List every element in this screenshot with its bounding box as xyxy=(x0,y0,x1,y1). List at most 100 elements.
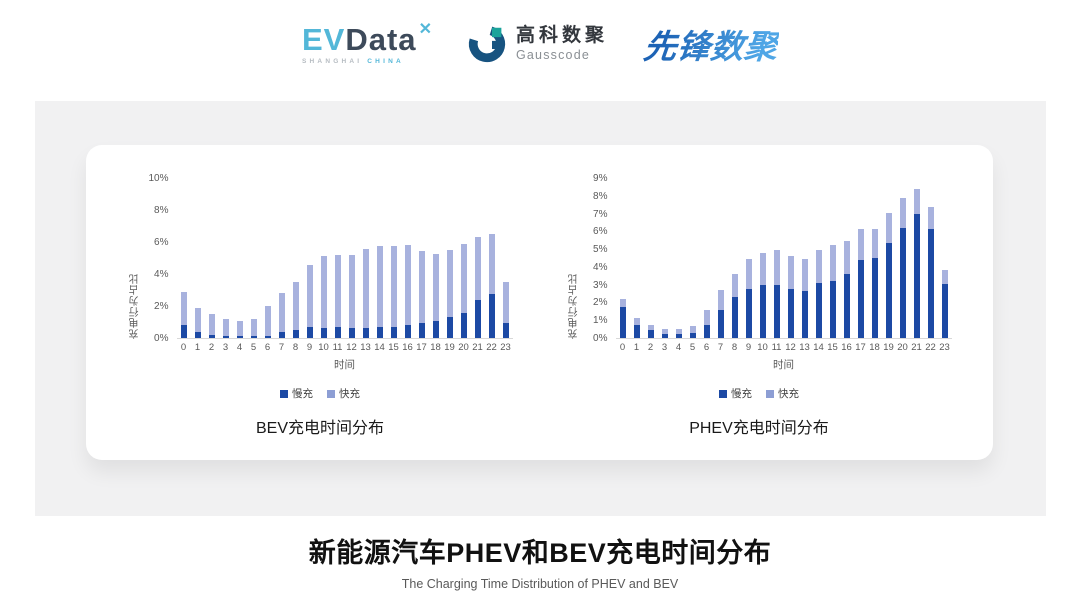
xianfeng-logo: 先锋数聚 xyxy=(641,20,780,68)
x-tick-label: 11 xyxy=(771,342,782,353)
stacked-bar xyxy=(376,179,383,338)
bar-segment-快充 xyxy=(362,248,369,328)
x-tick-label: 20 xyxy=(458,342,469,353)
bar-segment-快充 xyxy=(773,249,780,285)
stacked-bar xyxy=(927,179,934,338)
footer: 新能源汽车PHEV和BEV充电时间分布 The Charging Time Di… xyxy=(0,531,1080,591)
bar-hour-0 xyxy=(177,179,191,338)
bar-segment-慢充 xyxy=(404,325,411,338)
stacked-bar xyxy=(264,179,271,338)
bar-segment-慢充 xyxy=(418,322,425,338)
bar-segment-快充 xyxy=(731,273,738,298)
stacked-bar xyxy=(334,179,341,338)
y-tick-label: 3% xyxy=(593,279,608,291)
y-tick-label: 4% xyxy=(154,269,169,280)
gausscode-en-text: Gausscode xyxy=(515,47,591,62)
bar-segment-慢充 xyxy=(222,336,229,338)
bar-segment-慢充 xyxy=(871,257,878,338)
stacked-bar xyxy=(941,179,948,338)
evdata-star-icon: ✕ xyxy=(418,20,433,38)
legend-label: 快充 xyxy=(339,388,360,400)
stacked-bar xyxy=(390,179,397,338)
bar-hour-4 xyxy=(233,179,247,338)
bar-segment-慢充 xyxy=(857,260,864,338)
bar-segment-慢充 xyxy=(348,328,355,338)
x-tick-label: 12 xyxy=(785,342,796,353)
bar-segment-慢充 xyxy=(194,332,201,338)
bar-segment-快充 xyxy=(885,212,892,244)
bar-segment-慢充 xyxy=(829,280,836,338)
bar-hour-19 xyxy=(882,179,896,338)
bar-segment-慢充 xyxy=(446,317,453,338)
y-tick-label: 0% xyxy=(593,333,608,344)
x-tick-label: 22 xyxy=(925,342,936,353)
stacked-bar xyxy=(292,179,299,338)
evdata-data-text: Data xyxy=(345,21,417,57)
stacked-bar xyxy=(222,179,229,338)
legend-label: 慢充 xyxy=(731,388,752,400)
stacked-bar xyxy=(446,179,453,338)
bar-segment-快充 xyxy=(675,329,682,334)
bar-segment-快充 xyxy=(474,237,481,300)
stacked-bar xyxy=(731,179,738,338)
bar-segment-快充 xyxy=(446,249,453,318)
bar-hour-5 xyxy=(686,179,700,338)
bar-segment-快充 xyxy=(250,318,257,337)
bar-hour-18 xyxy=(429,179,443,338)
legend-item-快充: 快充 xyxy=(327,386,360,401)
bar-segment-快充 xyxy=(843,240,850,275)
bar-hour-13 xyxy=(359,179,373,338)
stacked-bar xyxy=(787,179,794,338)
bar-segment-快充 xyxy=(899,197,906,229)
stacked-bar xyxy=(913,179,920,338)
bar-segment-快充 xyxy=(390,245,397,327)
bar-segment-慢充 xyxy=(292,330,299,338)
y-tick-label: 6% xyxy=(154,237,169,248)
logo-bar: EV Data ✕ SHANGHAI CHINA 高科数聚 Gausscode 先锋… xyxy=(0,20,1080,68)
bar-hour-11 xyxy=(331,179,345,338)
y-tick-label: 9% xyxy=(593,173,608,184)
bar-segment-慢充 xyxy=(306,326,313,338)
bar-segment-慢充 xyxy=(236,336,243,338)
bar-segment-快充 xyxy=(222,318,229,337)
chart-title: PHEV充电时间分布 xyxy=(689,420,829,437)
y-tick-label: 7% xyxy=(593,208,608,220)
stacked-bar xyxy=(871,179,878,338)
y-axis-title: 充电行为占比 xyxy=(129,273,141,339)
bar-segment-快充 xyxy=(619,299,626,308)
evdata-subtext-shanghai: SHANGHAI xyxy=(302,57,368,65)
x-tick-label: 3 xyxy=(222,342,229,353)
x-tick-label: 14 xyxy=(813,342,824,353)
x-tick-label: 11 xyxy=(332,342,343,353)
bar-segment-慢充 xyxy=(941,284,948,338)
x-tick-label: 16 xyxy=(402,342,413,353)
bar-hour-22 xyxy=(924,179,938,338)
x-tick-label: 2 xyxy=(208,342,215,353)
bar-segment-快充 xyxy=(404,245,411,326)
bar-segment-慢充 xyxy=(362,327,369,338)
x-tick-label: 8 xyxy=(292,342,299,353)
y-tick-label: 0% xyxy=(154,333,169,344)
bar-hour-3 xyxy=(219,179,233,338)
x-tick-label: 7 xyxy=(278,342,285,353)
x-tick-label: 6 xyxy=(703,342,710,353)
stacked-bar xyxy=(633,179,640,338)
legend: 慢充 快充 xyxy=(280,386,360,401)
bar-segment-慢充 xyxy=(731,297,738,338)
bar-hour-1 xyxy=(191,179,205,338)
x-tick-label: 10 xyxy=(757,342,768,353)
x-tick-label: 19 xyxy=(883,342,894,353)
bar-segment-快充 xyxy=(488,233,495,295)
legend-swatch xyxy=(327,389,335,398)
plot-wrap: 0 1 2 3 4 5 6 7 8 9 10 11 12 13 14 15 16 17 18 19 20 21 22 23 时… xyxy=(176,179,513,372)
bar-segment-快充 xyxy=(913,188,920,215)
bar-segment-慢充 xyxy=(376,326,383,338)
bar-hour-13 xyxy=(798,179,812,338)
bev-chart-body: 充电行为占比 0% 2% 4% 6% 8% 10% 0 1 2 3 4 5 6 7 8 9 10 11 12 13 1… xyxy=(128,174,513,372)
stacked-bar xyxy=(745,179,752,338)
stacked-bar xyxy=(474,179,481,338)
bar-segment-快充 xyxy=(703,309,710,325)
stacked-bar xyxy=(843,179,850,338)
bar-segment-慢充 xyxy=(913,214,920,338)
stacked-bar xyxy=(194,179,201,338)
